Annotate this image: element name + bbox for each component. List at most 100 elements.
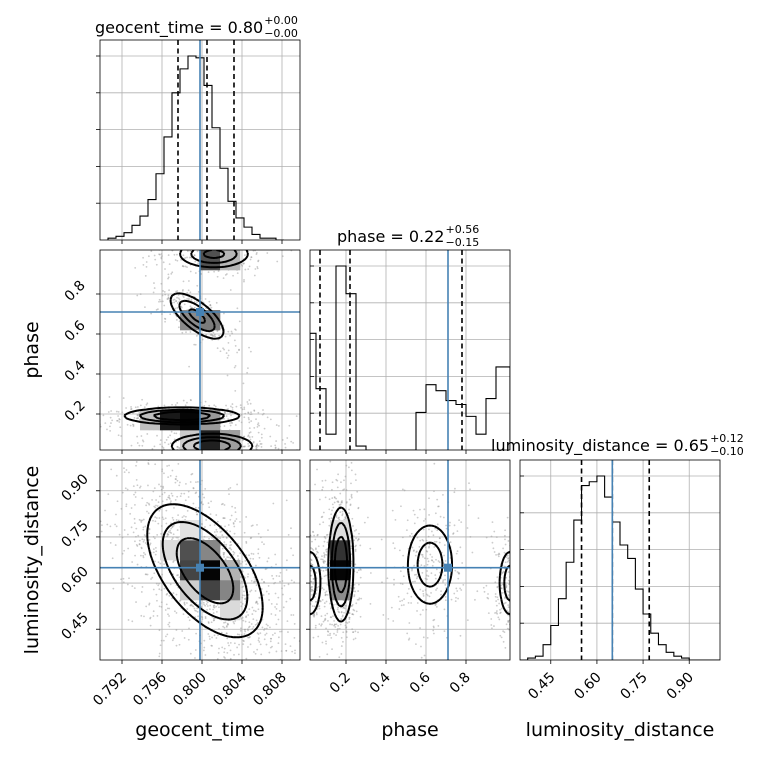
density-1-sample [267, 592, 270, 595]
density-2-sample [507, 606, 510, 609]
density-1-sample [115, 513, 117, 516]
density-1-sample [187, 616, 190, 619]
density-0-sample [270, 445, 273, 448]
density-0-sample [241, 408, 244, 411]
density-1-sample [145, 605, 148, 608]
density-2-sample [515, 592, 517, 594]
density-2-sample [527, 540, 529, 542]
density-2-sample [416, 610, 418, 612]
density-1-sample [267, 585, 270, 587]
density-0-sample [160, 282, 163, 285]
density-2-sample [350, 605, 353, 607]
density-1-sample [152, 588, 155, 591]
density-1-sample [162, 639, 165, 642]
density-1-sample [194, 458, 196, 460]
density-1-sample [277, 596, 280, 599]
density-2-sample [450, 598, 453, 601]
density-2-sample [293, 631, 295, 633]
density-1-sample [154, 560, 156, 563]
density-1-sample [160, 525, 163, 527]
density-0-sample [176, 296, 178, 299]
density-1-sample [183, 637, 186, 639]
density-2-sample [416, 602, 419, 604]
density-1-sample [114, 523, 117, 526]
density-1-sample [80, 457, 82, 459]
density-2-sample [340, 481, 342, 484]
density-1-sample [223, 556, 225, 558]
density-2-sample [306, 624, 308, 626]
density-2-sample [515, 579, 517, 581]
density-0-sample [178, 298, 181, 301]
density-0-sample [227, 453, 229, 455]
density-2-sample [345, 621, 347, 624]
density-1-sample [196, 480, 199, 483]
density-1-sample [183, 603, 186, 606]
density-2-sample [316, 556, 319, 559]
density-0-sample [176, 290, 179, 292]
density-0-sample [262, 409, 264, 411]
density-0-sample [234, 328, 236, 331]
density-2-sample [400, 666, 402, 668]
density-0-sample [233, 366, 236, 369]
density-0-sample [271, 453, 273, 455]
density-1-cell [220, 580, 241, 601]
density-2-sample [326, 548, 329, 551]
density-2-sample [445, 524, 448, 527]
density-0-sample [182, 280, 185, 283]
density-0-sample [267, 464, 269, 466]
density-2-sample [462, 583, 465, 586]
density-2-sample [338, 458, 340, 460]
density-0-sample [89, 408, 91, 410]
density-2-sample [403, 489, 406, 492]
density-1-sample [226, 637, 229, 640]
density-2-sample [410, 595, 413, 598]
density-0-sample [154, 258, 157, 261]
density-0-sample [180, 305, 183, 308]
density-1-cell [200, 560, 221, 581]
density-0-sample [240, 413, 243, 416]
density-2-sample [424, 577, 427, 580]
density-0-sample [188, 244, 190, 246]
density-0-sample [175, 300, 178, 302]
density-2-sample [345, 626, 347, 629]
density-2-sample [305, 584, 307, 586]
title-phase: phase = 0.22 [337, 227, 444, 246]
density-0-sample [169, 313, 172, 316]
density-2-sample [357, 538, 360, 541]
density-1-sample [146, 510, 148, 513]
density-2-sample [505, 576, 508, 579]
density-1-sample [232, 621, 235, 623]
hist-0-steps [107, 55, 284, 240]
density-1-sample [170, 527, 173, 530]
density-1-sample [204, 616, 207, 618]
density-0-sample [87, 412, 89, 414]
density-0-sample [213, 333, 216, 336]
density-0-sample [173, 253, 176, 256]
density-1-sample [209, 604, 212, 607]
density-1-sample [215, 514, 218, 516]
density-1-sample [287, 631, 289, 633]
density-1-sample [158, 655, 161, 658]
density-1-sample [223, 541, 226, 544]
density-1-sample [206, 605, 209, 607]
density-0-sample [257, 411, 260, 414]
density-2-sample [448, 524, 451, 527]
density-2-sample [431, 556, 434, 558]
density-0-sample [249, 402, 252, 405]
density-0-sample [176, 307, 179, 309]
density-1-sample [125, 505, 128, 508]
density-2-sample [512, 583, 514, 585]
density-2-sample [313, 605, 316, 608]
density-2-sample [331, 497, 334, 499]
density-0-sample [231, 332, 234, 335]
density-0-sample [209, 452, 211, 454]
density-1-sample [86, 451, 88, 453]
density-1-sample [301, 625, 303, 627]
density-2-sample [342, 700, 344, 702]
density-1-sample [118, 533, 121, 536]
density-2-sample [297, 550, 299, 552]
density-0-sample [212, 331, 215, 334]
density-2-sample [436, 523, 439, 526]
density-1-sample [160, 639, 163, 642]
density-1-sample [269, 640, 272, 643]
